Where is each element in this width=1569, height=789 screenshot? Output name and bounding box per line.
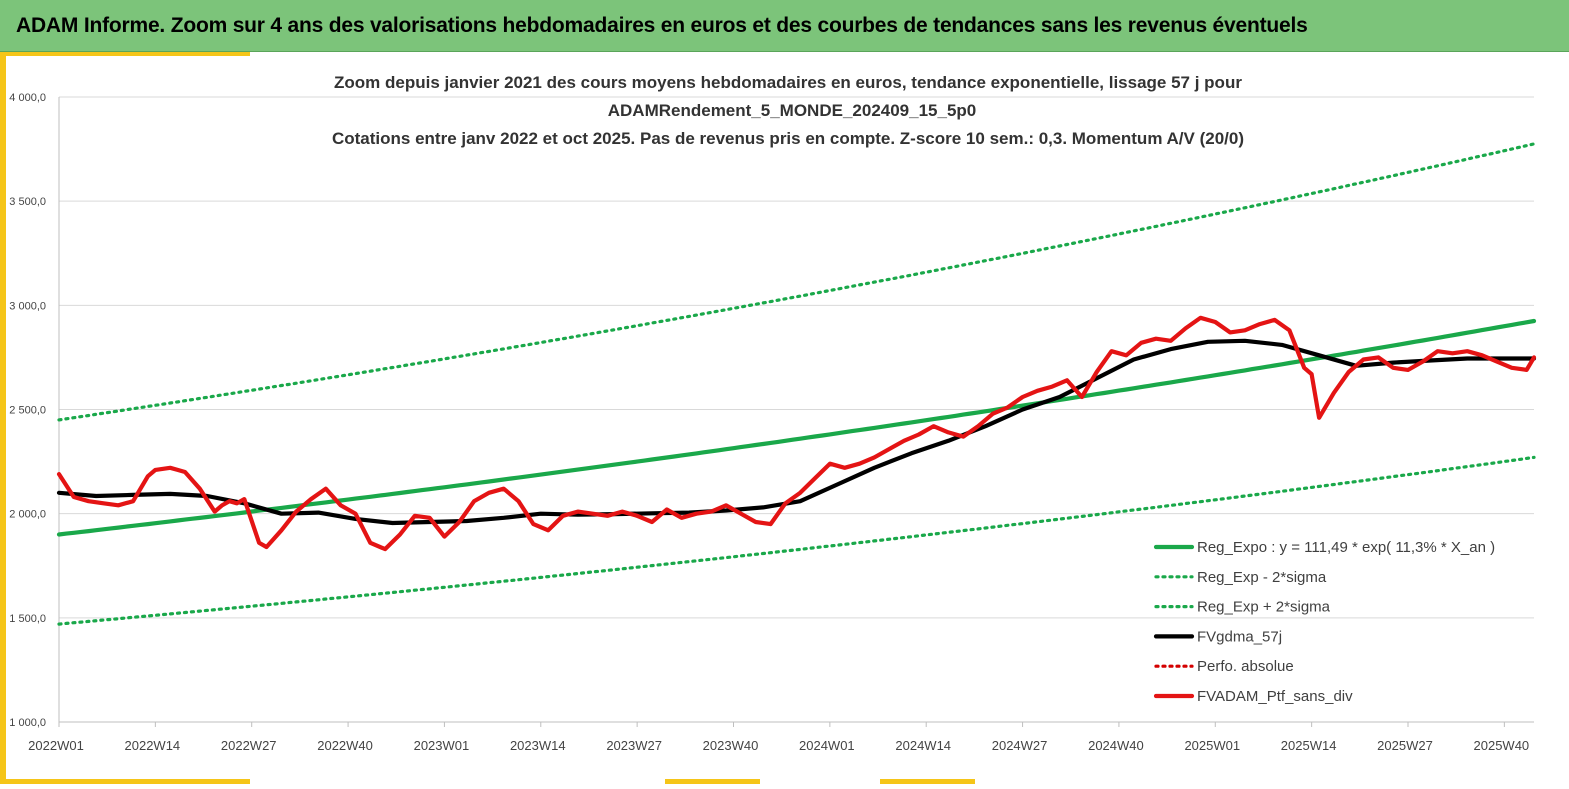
chart-svg: 1 000,0 1 500,0 2 000,0 2 500,0 3 000,0 3 500… [9, 73, 1537, 753]
y-tick-label: 3 000,0 [9, 300, 46, 312]
y-tick-label: 2 000,0 [9, 509, 46, 521]
y-tick-label: 2 500,0 [9, 405, 46, 417]
legend: Reg_Expo : y = 111,49 * exp( 11,3% * X_a… [1153, 539, 1495, 705]
chart-title-line-1: Zoom depuis janvier 2021 des cours moyen… [334, 73, 1242, 92]
y-tick-label: 1 000,0 [9, 717, 46, 729]
x-tick-label: 2024W40 [1088, 738, 1144, 753]
x-tick-label: 2022W14 [125, 738, 181, 753]
x-tick-label: 2022W40 [317, 738, 373, 753]
x-tick-label: 2022W01 [28, 738, 84, 753]
y-tick-label: 4 000,0 [9, 92, 46, 104]
x-tick-label: 2024W01 [799, 738, 855, 753]
y-tick-label: 3 500,0 [9, 196, 46, 208]
x-tick-label: 2025W14 [1281, 738, 1337, 753]
legend-label: Reg_Exp - 2*sigma [1197, 569, 1327, 586]
chart-title-line-3: Cotations entre janv 2022 et oct 2025. P… [332, 129, 1244, 148]
x-tick-label: 2022W27 [221, 738, 277, 753]
series-group [56, 142, 1537, 626]
x-tick-label: 2025W01 [1184, 738, 1240, 753]
grid-lines [58, 96, 1534, 723]
x-tick-label: 2023W40 [703, 738, 759, 753]
series-line-5 [56, 315, 1537, 552]
chart-area: 1 000,0 1 500,0 2 000,0 2 500,0 3 000,0 3 500… [0, 52, 1569, 784]
y-tick-label: 1 500,0 [9, 613, 46, 625]
chart-title-line-2: ADAMRendement_5_MONDE_202409_15_5p0 [608, 101, 977, 120]
series-line-2 [57, 142, 1536, 422]
frame-accent-bottom-right [880, 779, 975, 784]
legend-label: Perfo. absolue [1197, 658, 1294, 675]
legend-label: Reg_Expo : y = 111,49 * exp( 11,3% * X_a… [1197, 539, 1495, 556]
legend-label: FVgdma_57j [1197, 628, 1282, 645]
frame-accent-bottom [0, 779, 250, 784]
series-line-1 [57, 455, 1536, 626]
frame-accent-left [0, 52, 6, 784]
x-tick-label: 2025W27 [1377, 738, 1433, 753]
x-axis-ticks: 2022W01 2022W14 2022W27 2022W40 2023W01 2023W… [28, 722, 1529, 753]
x-tick-label: 2023W01 [414, 738, 470, 753]
y-axis-ticks: 1 000,0 1 500,0 2 000,0 2 500,0 3 000,0 3 500… [9, 92, 46, 729]
frame-accent-top [0, 52, 250, 56]
legend-label: Reg_Exp + 2*sigma [1197, 599, 1331, 616]
legend-label: FVADAM_Ptf_sans_div [1197, 688, 1353, 705]
header-bar: ADAM Informe. Zoom sur 4 ans des valoris… [0, 0, 1569, 52]
page-title: ADAM Informe. Zoom sur 4 ans des valoris… [16, 14, 1308, 37]
x-tick-label: 2024W27 [992, 738, 1048, 753]
x-tick-label: 2023W27 [606, 738, 662, 753]
frame-accent-bottom-mid [665, 779, 760, 784]
x-tick-label: 2023W14 [510, 738, 566, 753]
x-tick-label: 2025W40 [1474, 738, 1530, 753]
x-tick-label: 2024W14 [895, 738, 951, 753]
